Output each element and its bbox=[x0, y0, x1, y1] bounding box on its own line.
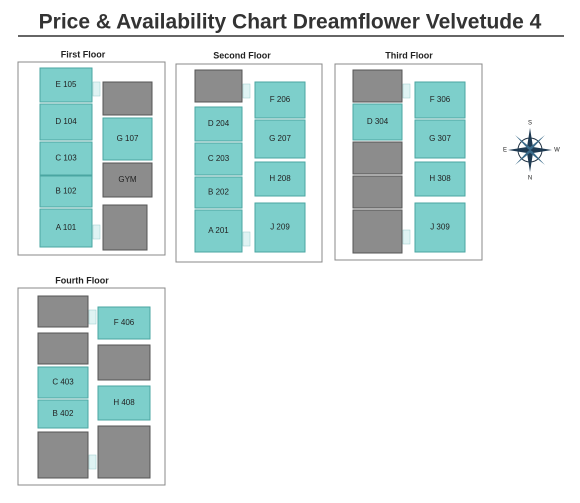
corridor-stair bbox=[242, 231, 251, 247]
title: Price & Availability Chart Dreamflower V… bbox=[39, 11, 542, 34]
unit-available bbox=[37, 366, 89, 399]
unit-available bbox=[39, 175, 93, 208]
unit-unavailable bbox=[352, 141, 403, 175]
compass-label: N bbox=[528, 176, 532, 182]
unit-unavailable bbox=[37, 295, 89, 328]
corridor-stair bbox=[402, 229, 411, 245]
unit-label: C 203 bbox=[208, 154, 230, 163]
unit-label: G 107 bbox=[117, 134, 139, 143]
compass-label: E bbox=[503, 148, 507, 154]
corridor-stair bbox=[402, 83, 411, 99]
unit-unavailable bbox=[194, 69, 243, 103]
unit-unavailable bbox=[352, 175, 403, 209]
unit-available bbox=[194, 209, 243, 253]
unit-label: C 403 bbox=[52, 378, 74, 387]
unit-unavailable bbox=[97, 425, 151, 479]
unit-unavailable bbox=[102, 81, 153, 116]
unit-label: F 306 bbox=[430, 95, 451, 104]
unit-label: D 304 bbox=[367, 117, 389, 126]
unit-label: B 102 bbox=[56, 187, 77, 196]
unit-available bbox=[414, 161, 466, 197]
unit-label: F 206 bbox=[270, 95, 291, 104]
unit-available bbox=[254, 81, 306, 119]
floor-label: Third Floor bbox=[385, 50, 433, 60]
unit-label: D 104 bbox=[55, 117, 77, 126]
floor-label: Fourth Floor bbox=[55, 275, 109, 285]
unit-label: B 402 bbox=[53, 409, 74, 418]
unit-label: J 309 bbox=[430, 223, 450, 232]
unit-unavailable bbox=[102, 162, 153, 198]
unit-available bbox=[194, 106, 243, 142]
unit-unavailable bbox=[352, 69, 403, 103]
unit-label: E 105 bbox=[56, 80, 77, 89]
unit-available bbox=[39, 103, 93, 141]
unit-available bbox=[194, 176, 243, 209]
unit-unavailable bbox=[102, 204, 148, 251]
unit-available bbox=[102, 117, 153, 161]
unit-available bbox=[254, 161, 306, 197]
unit-label: A 101 bbox=[56, 223, 77, 232]
unit-unavailable bbox=[352, 209, 403, 254]
unit-available bbox=[39, 67, 93, 103]
unit-available bbox=[194, 142, 243, 176]
unit-label: G 307 bbox=[429, 134, 451, 143]
unit-available bbox=[39, 208, 93, 248]
unit-label: H 408 bbox=[113, 398, 135, 407]
unit-label: H 308 bbox=[429, 174, 451, 183]
unit-label: F 406 bbox=[114, 318, 135, 327]
corridor-stair bbox=[92, 224, 101, 240]
compass-label: W bbox=[554, 148, 560, 154]
compass: S E W N bbox=[503, 121, 560, 182]
unit-label: C 103 bbox=[55, 154, 77, 163]
floor-label: First Floor bbox=[61, 49, 106, 59]
unit-label: H 208 bbox=[269, 174, 291, 183]
unit-available bbox=[97, 306, 151, 340]
corridor-stair bbox=[242, 83, 251, 99]
unit-label: D 204 bbox=[208, 119, 230, 128]
unit-label: B 202 bbox=[208, 188, 229, 197]
unit-unavailable bbox=[37, 332, 89, 365]
floor-label: Second Floor bbox=[213, 50, 271, 60]
corridor-stair bbox=[88, 454, 97, 470]
unit-label: G 207 bbox=[269, 134, 291, 143]
unit-unavailable bbox=[37, 431, 89, 479]
unit-label: J 209 bbox=[270, 223, 290, 232]
unit-label: GYM bbox=[118, 175, 137, 184]
unit-available bbox=[254, 119, 306, 159]
unit-available bbox=[414, 202, 466, 253]
compass-label: S bbox=[528, 121, 532, 127]
unit-label: A 201 bbox=[208, 226, 229, 235]
corridor-stair bbox=[88, 309, 97, 325]
unit-unavailable bbox=[97, 344, 151, 381]
unit-available bbox=[39, 141, 93, 176]
unit-available bbox=[37, 399, 89, 429]
unit-available bbox=[352, 103, 403, 141]
corridor-stair bbox=[92, 81, 101, 97]
unit-available bbox=[97, 385, 151, 421]
unit-available bbox=[414, 81, 466, 119]
unit-available bbox=[254, 202, 306, 253]
unit-available bbox=[414, 119, 466, 159]
